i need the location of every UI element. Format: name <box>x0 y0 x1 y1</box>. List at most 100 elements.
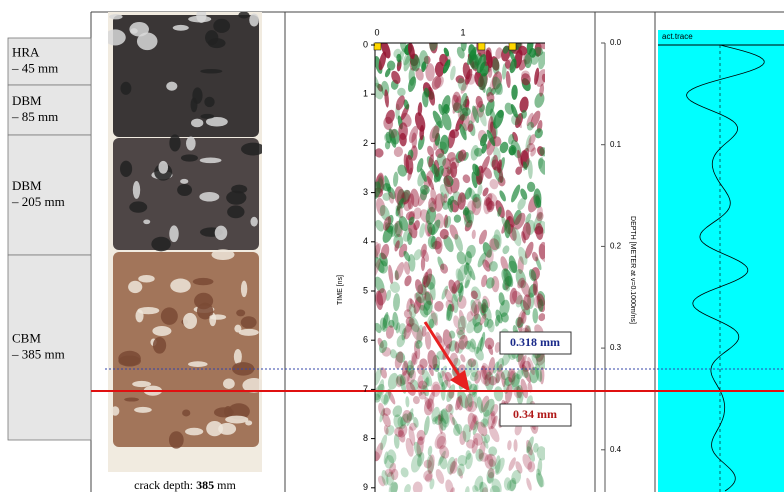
trace-label: act.trace <box>662 32 693 41</box>
time-tick-label: 0 <box>363 39 368 49</box>
stone <box>182 410 190 417</box>
time-tick-label: 8 <box>363 433 368 443</box>
time-tick-label: 3 <box>363 187 368 197</box>
reflection <box>485 338 495 350</box>
distance-tick-label: 0 <box>374 27 379 37</box>
time-tick-label: 9 <box>363 482 368 492</box>
stone <box>199 192 219 202</box>
stone <box>129 22 149 37</box>
stone <box>143 219 150 224</box>
stone <box>161 307 178 325</box>
stone <box>215 226 228 241</box>
stone <box>250 217 257 227</box>
stone <box>135 310 143 323</box>
stone <box>226 191 246 205</box>
time-tick-label: 1 <box>363 89 368 99</box>
stone <box>151 237 171 252</box>
stone <box>225 416 248 424</box>
depth-tick-label: 0.0 <box>610 38 622 47</box>
stone <box>183 313 197 329</box>
stone <box>204 97 214 107</box>
stone <box>241 281 247 298</box>
stone <box>206 421 223 436</box>
layer-name: HRA <box>12 44 40 59</box>
stone <box>120 82 131 95</box>
figure: HRA– 45 mmDBM– 85 mmDBM– 205 mmCBM– 385 … <box>0 0 784 492</box>
caption: crack depth: 385 mm <box>134 478 236 492</box>
layer-name: DBM <box>12 93 42 108</box>
depth-axis-label: DEPTH [METER at v=0.1000m/ns] <box>629 216 636 324</box>
marker <box>374 43 381 50</box>
stone <box>200 69 222 74</box>
stone <box>191 119 203 128</box>
stone <box>124 398 139 402</box>
time-tick-label: 5 <box>363 285 368 295</box>
time-tick-label: 6 <box>363 335 368 345</box>
core-photo <box>105 8 266 472</box>
stone <box>133 181 140 199</box>
stone <box>188 16 211 23</box>
stone <box>169 431 184 448</box>
stone <box>132 381 151 387</box>
layer-depth: – 85 mm <box>11 109 58 124</box>
stone <box>134 407 152 413</box>
stone <box>109 14 122 19</box>
stone <box>193 278 214 285</box>
stone <box>236 309 245 316</box>
stone <box>153 337 166 354</box>
stone <box>185 428 203 436</box>
stone <box>166 82 177 91</box>
stone <box>234 349 242 364</box>
stone <box>111 406 119 416</box>
stone <box>249 13 259 26</box>
stone <box>152 326 171 336</box>
reflection <box>472 197 482 215</box>
stone <box>238 12 249 19</box>
stone <box>158 161 168 174</box>
time-tick-label: 7 <box>363 384 368 394</box>
stone <box>241 316 257 328</box>
stone <box>223 379 235 389</box>
stone <box>211 249 234 260</box>
stone <box>105 29 126 45</box>
stone <box>181 154 198 161</box>
stone <box>208 38 226 48</box>
stone <box>188 361 208 367</box>
distance-tick-label: 1 <box>460 27 465 37</box>
stone <box>239 329 259 336</box>
stone <box>214 407 234 417</box>
stone <box>200 158 222 164</box>
annotation: 0.318 mm <box>510 335 560 349</box>
depth-tick-label: 0.1 <box>610 140 622 149</box>
layer-name: CBM <box>12 330 41 345</box>
stone <box>120 161 132 177</box>
stone <box>128 281 142 293</box>
annotation: 0.34 mm <box>513 407 557 421</box>
stone <box>169 134 180 151</box>
stone <box>173 25 189 31</box>
marker <box>478 43 485 50</box>
stone <box>180 179 188 184</box>
stone <box>227 205 244 218</box>
stone <box>169 225 178 242</box>
reflection <box>425 63 434 81</box>
stone <box>170 279 191 293</box>
stone <box>118 356 141 367</box>
depth-tick-label: 0.4 <box>610 445 622 454</box>
marker <box>509 43 516 50</box>
time-tick-label: 4 <box>363 236 368 246</box>
layer-depth: – 45 mm <box>11 60 58 75</box>
time-axis-label: TIME [ns] <box>337 275 344 305</box>
layer-depth: – 385 mm <box>11 346 65 361</box>
stone <box>200 114 214 119</box>
stone <box>138 275 154 283</box>
time-tick-label: 2 <box>363 138 368 148</box>
stone <box>209 314 226 319</box>
depth-tick-label: 0.2 <box>610 242 622 251</box>
reflection <box>504 477 512 490</box>
stone <box>241 143 265 156</box>
layer-depth: – 205 mm <box>11 194 65 209</box>
stone <box>129 201 147 212</box>
stone <box>177 184 192 196</box>
depth-tick-label: 0.3 <box>610 343 622 352</box>
